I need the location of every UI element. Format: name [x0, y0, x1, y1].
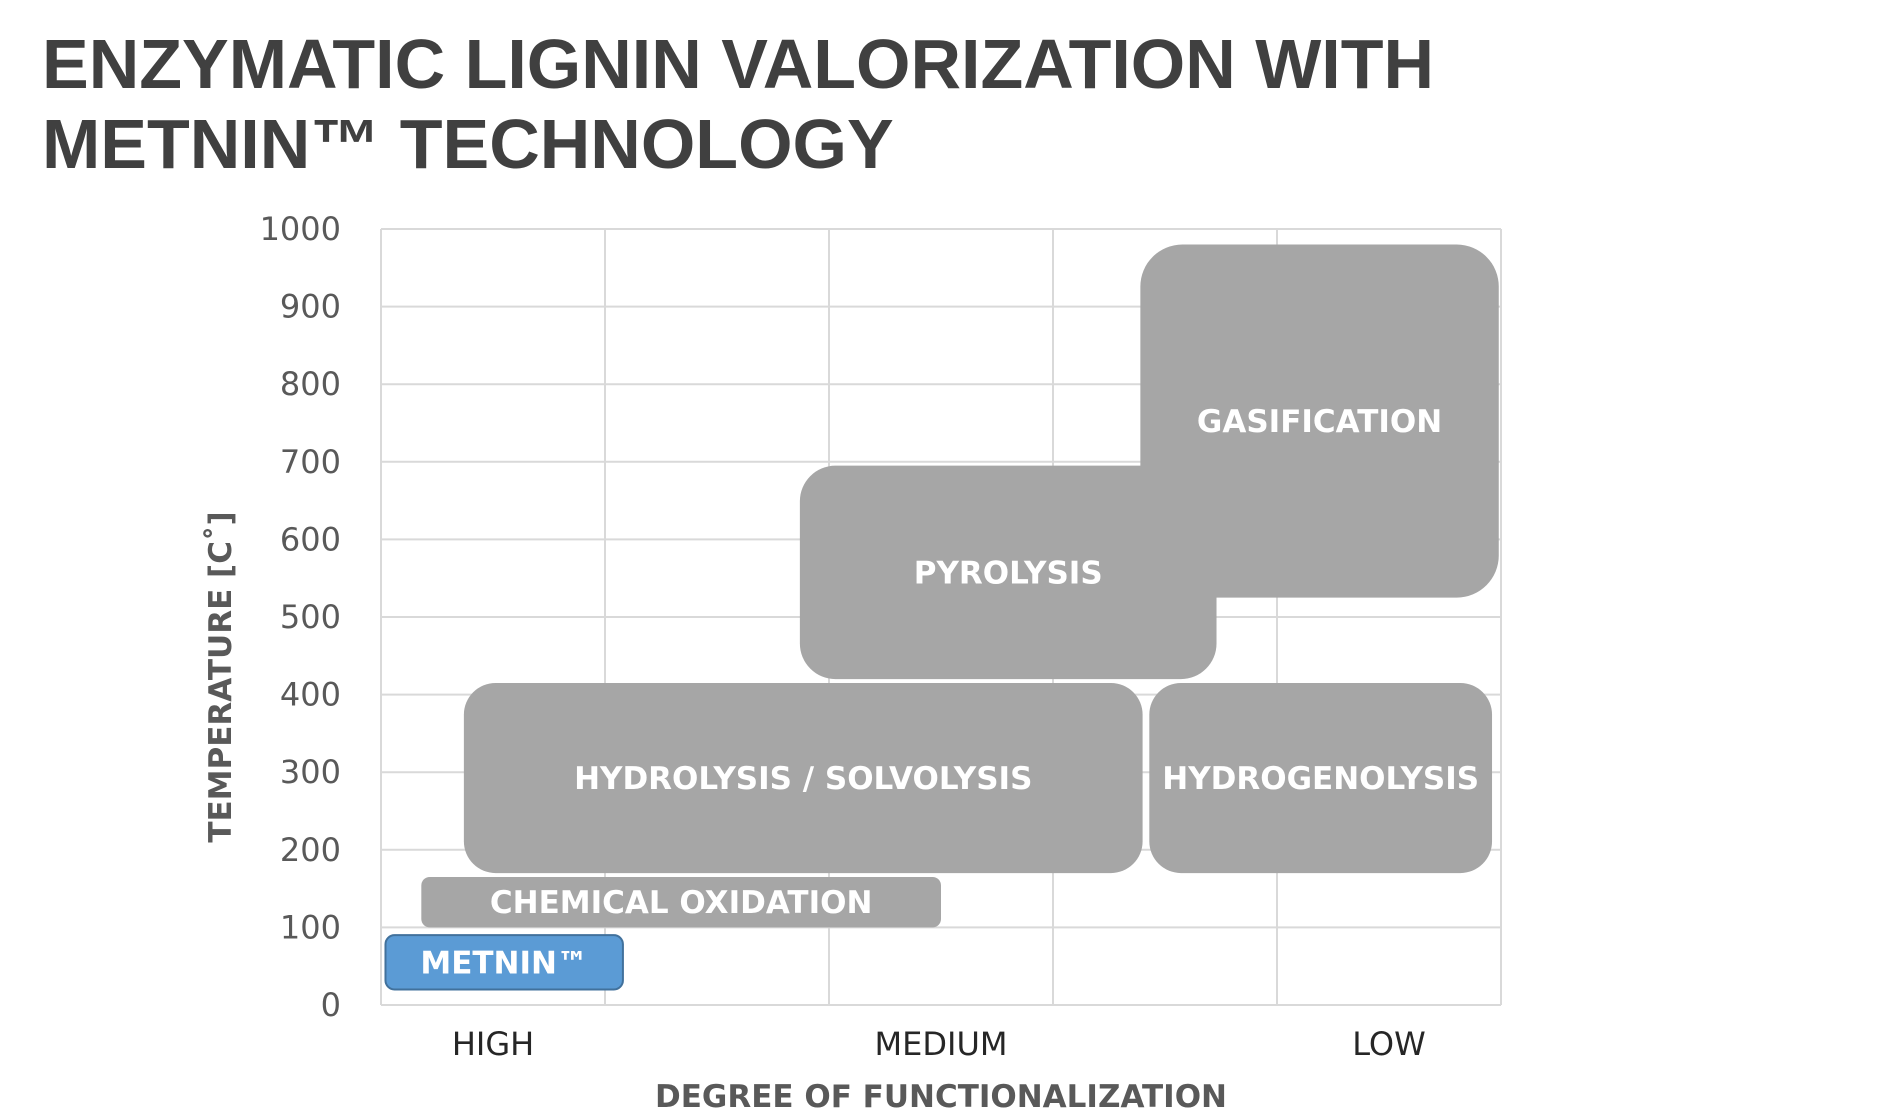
region-label-metnin: METNIN™ — [420, 945, 588, 981]
region-label-chemical-oxidation: CHEMICAL OXIDATION — [490, 885, 873, 921]
y-tick-label: 100 — [280, 908, 341, 946]
x-category-label: MEDIUM — [875, 1025, 1008, 1063]
y-tick-label: 400 — [280, 676, 341, 714]
region-label-hydrogenolysis: HYDROGENOLYSIS — [1162, 761, 1479, 797]
region-chemical-oxidation — [421, 876, 941, 928]
y-tick-label: 600 — [280, 520, 341, 558]
region-hydrolysis-solvolysis — [463, 682, 1143, 874]
y-tick-label: 1000 — [260, 210, 341, 248]
y-tick-label: 0 — [321, 986, 341, 1024]
page-title: ENZYMATIC LIGNIN VALORIZATION WITH METNI… — [42, 24, 1742, 184]
region-gasification — [1140, 244, 1499, 598]
region-hydrogenolysis — [1149, 682, 1493, 874]
x-category-label: LOW — [1352, 1025, 1426, 1063]
region-metnin — [384, 934, 624, 991]
region-label-gasification: GASIFICATION — [1197, 404, 1442, 440]
y-tick-label: 500 — [280, 598, 341, 636]
y-tick-labels: 0 100 200 300 400 500 600 700 800 900 1000 — [260, 210, 341, 1024]
y-tick-label: 700 — [280, 443, 341, 481]
y-tick-label: 300 — [280, 753, 341, 791]
region-label-pyrolysis: PYROLYSIS — [914, 555, 1103, 591]
x-axis-title: DEGREE OF FUNCTIONALIZATION — [655, 1079, 1227, 1109]
x-category-label: HIGH — [452, 1025, 534, 1063]
y-axis-title: TEMPERATURE [C˚] — [203, 511, 239, 842]
region-label-hydrolysis-solvolysis: HYDROLYSIS / SOLVOLYSIS — [574, 761, 1032, 797]
title-line-2: METNIN™ TECHNOLOGY — [42, 105, 894, 183]
y-tick-label: 900 — [280, 288, 341, 326]
process-regions: METNIN™ CHEMICAL OXIDATION HYDROLYSIS / SO… — [384, 244, 1499, 991]
region-pyrolysis — [799, 465, 1217, 680]
y-tick-label: 800 — [280, 365, 341, 403]
x-category-labels: HIGH MEDIUM LOW — [452, 1025, 1426, 1063]
title-line-1: ENZYMATIC LIGNIN VALORIZATION WITH — [42, 25, 1435, 103]
y-tick-label: 200 — [280, 831, 341, 869]
